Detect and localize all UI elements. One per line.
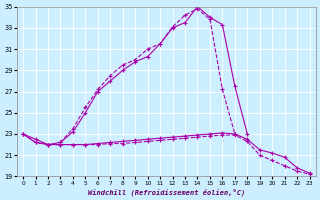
X-axis label: Windchill (Refroidissement éolien,°C): Windchill (Refroidissement éolien,°C) [88,188,245,196]
